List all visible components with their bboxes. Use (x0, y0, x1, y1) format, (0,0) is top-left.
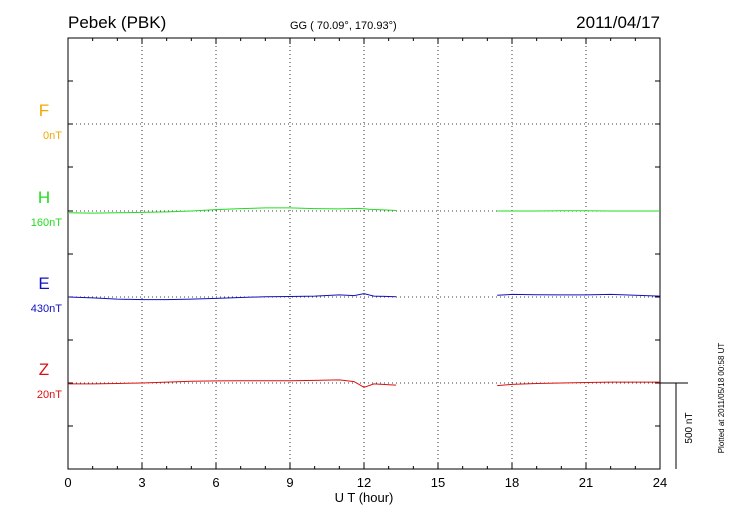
component-name-e: E (38, 274, 49, 293)
grid (68, 38, 660, 469)
component-labels: F 0nT H 160nT E 430nT Z 20nT (31, 101, 62, 401)
x-tick-label: 3 (138, 475, 145, 490)
x-tick-label: 6 (212, 475, 219, 490)
x-tick-label: 9 (286, 475, 293, 490)
x-tick-label: 15 (431, 475, 445, 490)
x-tick-label: 12 (357, 475, 371, 490)
scale-bar: 500 nT (660, 382, 695, 469)
trace-h (67, 207, 397, 214)
plotted-timestamp: Plotted at 2011/05/18 00:58 UT (717, 343, 726, 454)
date-label: 2011/04/17 (576, 13, 660, 32)
x-tick-labels: 0 3 6 9 12 15 18 21 24 (64, 475, 667, 490)
component-offset-h: 160nT (31, 217, 62, 229)
x-axis-label: U T (hour) (335, 490, 394, 505)
trace-z (68, 379, 397, 388)
component-name-z: Z (39, 360, 49, 379)
coordinates-label: GG ( 70.09°, 170.93°) (290, 20, 397, 32)
axis-ticks (67, 37, 661, 470)
x-tick-label: 24 (653, 475, 667, 490)
x-tick-label: 18 (505, 475, 519, 490)
station-title: Pebek (PBK) (68, 13, 166, 32)
component-offset-z: 20nT (37, 389, 62, 401)
x-tick-label: 21 (579, 475, 593, 490)
x-tick-label: 0 (64, 475, 71, 490)
traces (67, 207, 661, 388)
scale-bar-label: 500 nT (684, 412, 695, 443)
trace-e (497, 293, 661, 297)
trace-e (67, 293, 397, 301)
component-name-h: H (38, 188, 50, 207)
component-offset-f: 0nT (43, 130, 62, 142)
trace-z (497, 381, 660, 387)
component-name-f: F (39, 101, 49, 120)
component-offset-e: 430nT (31, 303, 62, 315)
